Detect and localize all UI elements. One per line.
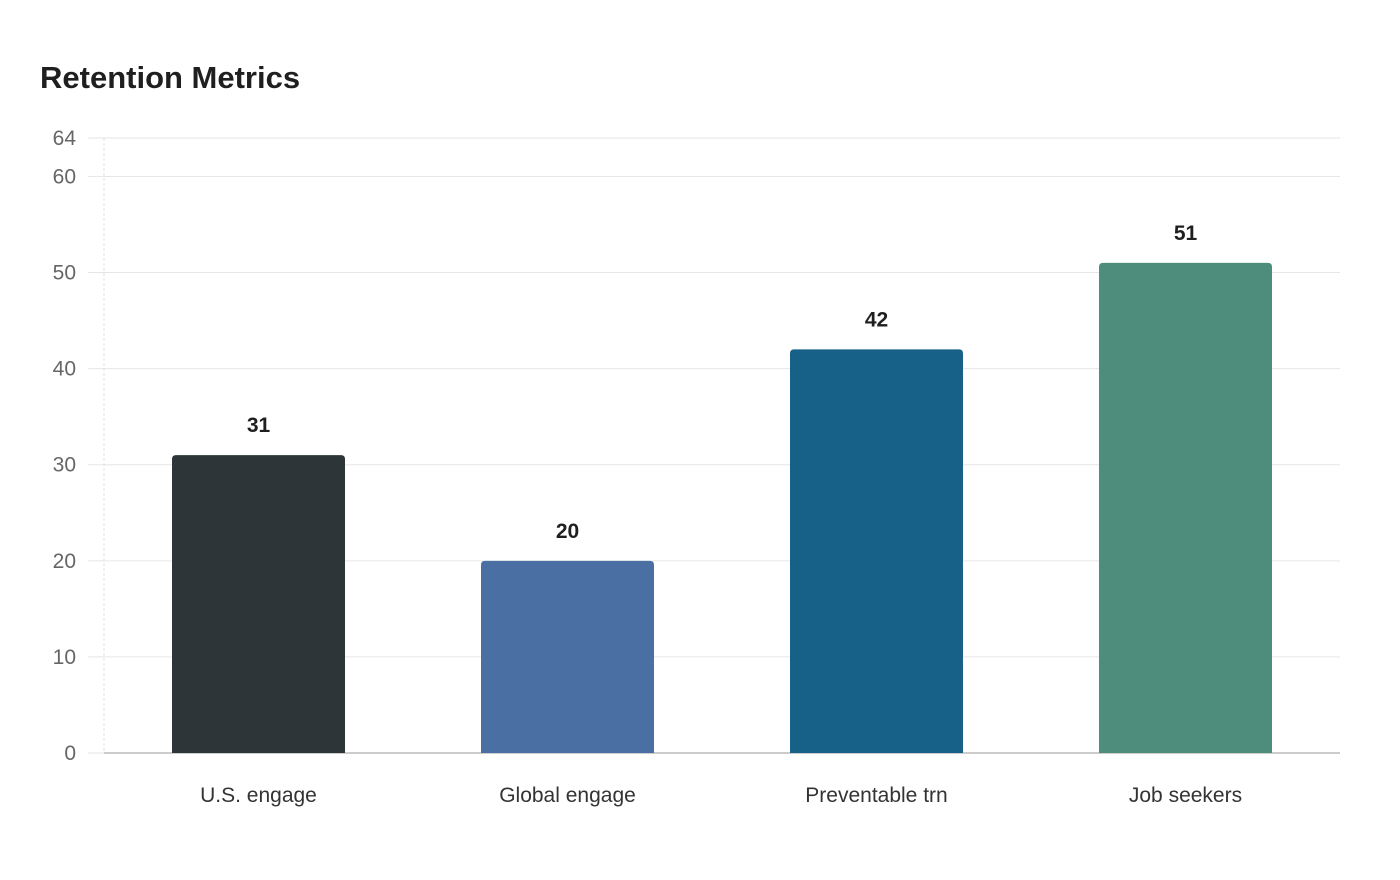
data-label: 51 [1174, 222, 1198, 245]
data-label: 42 [865, 308, 888, 331]
y-tick-label: 20 [53, 550, 76, 573]
bar-u-s-engage [172, 455, 345, 753]
y-tick-label: 0 [64, 742, 76, 765]
x-tick-label: Preventable trn [805, 784, 947, 807]
bars [172, 262, 1272, 753]
data-label: 20 [556, 520, 579, 543]
bar-job-seekers [1099, 262, 1272, 753]
x-tick-label: Job seekers [1129, 784, 1242, 807]
y-tick-label: 64 [53, 127, 77, 150]
x-tick-label: Global engage [499, 784, 636, 807]
y-tick-label: 50 [53, 262, 76, 285]
data-label: 31 [247, 414, 271, 437]
chart-title: Retention Metrics [40, 60, 301, 95]
bar-global-engage [481, 560, 654, 753]
y-tick-label: 40 [53, 358, 76, 381]
y-tick-label: 30 [53, 454, 76, 477]
y-tick-label: 60 [53, 165, 76, 188]
x-tick-label: U.S. engage [200, 784, 317, 807]
labels: 0 10 20 30 40 50 60 64 31 U.S. engage 20 Global eng… [53, 127, 1242, 807]
y-tick-label: 10 [53, 646, 76, 669]
bar-preventable-trn [790, 349, 963, 753]
